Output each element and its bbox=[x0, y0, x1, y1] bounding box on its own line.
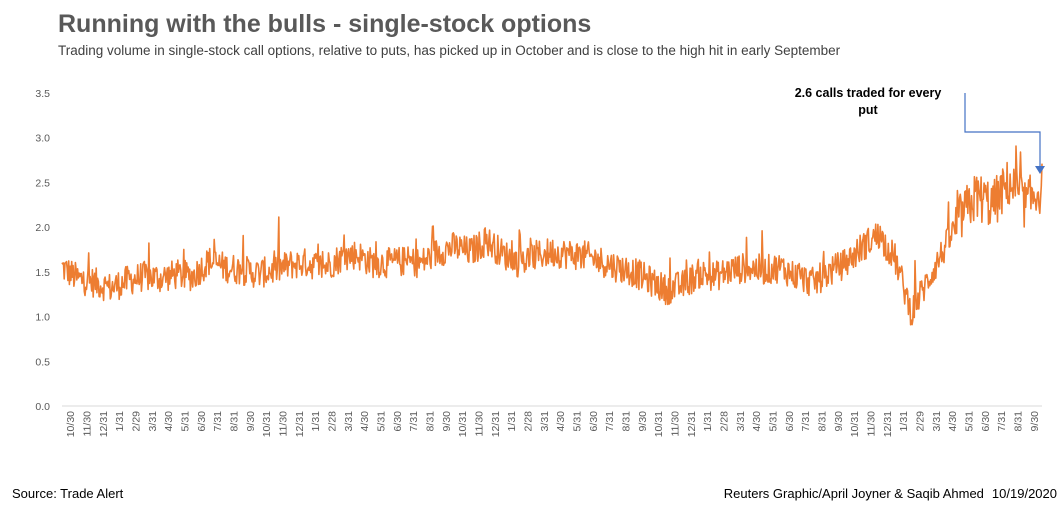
x-tick-label: 4/30 bbox=[555, 411, 567, 432]
x-tick-label: 2/29 bbox=[131, 411, 143, 432]
x-tick-label: 11/30 bbox=[474, 411, 486, 437]
annotation-text-line2: put bbox=[858, 103, 878, 117]
y-axis: 0.0 0.5 1.0 1.5 2.0 2.5 3.0 3.5 bbox=[35, 88, 50, 413]
x-tick-label: 4/30 bbox=[947, 411, 959, 432]
x-tick-label: 3/31 bbox=[343, 411, 355, 432]
x-tick-label: 7/31 bbox=[996, 411, 1008, 432]
x-tick-label: 8/31 bbox=[621, 411, 633, 432]
annotation-text-line1: 2.6 calls traded for every bbox=[795, 86, 942, 100]
x-tick-label: 10/31 bbox=[849, 411, 861, 437]
x-tick-label: 1/31 bbox=[310, 411, 322, 432]
x-tick-label: 3/31 bbox=[735, 411, 747, 432]
chart-subtitle: Trading volume in single-stock call opti… bbox=[58, 43, 841, 58]
x-tick-label: 9/30 bbox=[1029, 411, 1041, 432]
x-tick-label: 8/31 bbox=[817, 411, 829, 432]
x-tick-label: 6/30 bbox=[196, 411, 208, 432]
y-tick-label: 0.5 bbox=[35, 356, 50, 368]
source-note: Source: Trade Alert bbox=[12, 486, 124, 501]
x-tick-label: 7/31 bbox=[408, 411, 420, 432]
x-tick-label: 12/31 bbox=[686, 411, 698, 437]
x-tick-label: 5/31 bbox=[376, 411, 388, 432]
y-tick-label: 3.0 bbox=[35, 133, 50, 145]
x-tick-label: 11/30 bbox=[670, 411, 682, 437]
x-tick-label: 9/30 bbox=[833, 411, 845, 432]
x-tick-label: 6/30 bbox=[588, 411, 600, 432]
y-tick-label: 2.5 bbox=[35, 177, 50, 189]
x-tick-label: 12/31 bbox=[490, 411, 502, 437]
annotation-arrow bbox=[964, 93, 1041, 166]
x-axis: 10/30 11/30 12/31 1/31 2/29 3/31 4/30 5/31 6/30 7… bbox=[65, 411, 1041, 437]
x-tick-label: 1/31 bbox=[114, 411, 126, 432]
x-tick-label: 11/30 bbox=[82, 411, 94, 437]
credit-date: 10/19/2020 bbox=[991, 486, 1057, 501]
x-tick-label: 3/31 bbox=[931, 411, 943, 432]
series-line bbox=[61, 145, 1043, 326]
x-tick-label: 12/31 bbox=[882, 411, 894, 437]
x-tick-label: 6/30 bbox=[784, 411, 796, 432]
x-tick-label: 5/31 bbox=[180, 411, 192, 432]
x-tick-label: 7/31 bbox=[212, 411, 224, 432]
line-chart: 0.0 0.5 1.0 1.5 2.0 2.5 3.0 3.5 10/30 11/30 12/31… bbox=[35, 86, 1045, 437]
x-tick-label: 10/31 bbox=[653, 411, 665, 437]
credit-line: Reuters Graphic/April Joyner & Saqib Ahm… bbox=[716, 486, 1057, 501]
y-tick-label: 1.5 bbox=[35, 267, 50, 279]
x-tick-label: 3/31 bbox=[147, 411, 159, 432]
x-tick-label: 4/30 bbox=[751, 411, 763, 432]
x-tick-label: 12/31 bbox=[294, 411, 306, 437]
x-tick-label: 1/31 bbox=[506, 411, 518, 432]
x-tick-label: 10/31 bbox=[457, 411, 469, 437]
y-tick-label: 1.0 bbox=[35, 312, 50, 324]
x-tick-label: 5/31 bbox=[768, 411, 780, 432]
y-tick-label: 2.0 bbox=[35, 222, 50, 234]
x-tick-label: 6/30 bbox=[392, 411, 404, 432]
x-tick-label: 1/31 bbox=[898, 411, 910, 432]
x-tick-label: 9/30 bbox=[245, 411, 257, 432]
x-tick-label: 7/31 bbox=[604, 411, 616, 432]
y-tick-label: 0.0 bbox=[35, 401, 50, 413]
x-tick-label: 10/31 bbox=[261, 411, 273, 437]
x-tick-label: 4/30 bbox=[163, 411, 175, 432]
x-tick-label: 8/31 bbox=[1013, 411, 1025, 432]
x-tick-label: 2/28 bbox=[719, 411, 731, 432]
x-tick-label: 11/30 bbox=[866, 411, 878, 437]
y-tick-label: 3.5 bbox=[35, 88, 50, 100]
x-tick-label: 6/30 bbox=[980, 411, 992, 432]
x-tick-label: 9/30 bbox=[637, 411, 649, 432]
chart-title: Running with the bulls - single-stock op… bbox=[58, 10, 592, 38]
x-tick-label: 1/31 bbox=[702, 411, 714, 432]
x-tick-label: 2/28 bbox=[327, 411, 339, 432]
x-tick-label: 8/31 bbox=[425, 411, 437, 432]
x-tick-label: 8/31 bbox=[229, 411, 241, 432]
x-tick-label: 11/30 bbox=[278, 411, 290, 437]
credit-text: Reuters Graphic/April Joyner & Saqib Ahm… bbox=[723, 486, 984, 501]
x-tick-label: 2/29 bbox=[915, 411, 927, 432]
x-tick-label: 10/30 bbox=[65, 411, 77, 437]
x-tick-label: 3/31 bbox=[539, 411, 551, 432]
annotation: 2.6 calls traded for every put bbox=[795, 86, 1045, 174]
x-tick-label: 5/31 bbox=[572, 411, 584, 432]
x-tick-label: 2/28 bbox=[523, 411, 535, 432]
annotation-arrowhead bbox=[1035, 166, 1045, 174]
x-tick-label: 4/30 bbox=[359, 411, 371, 432]
x-tick-label: 7/31 bbox=[800, 411, 812, 432]
x-tick-label: 9/30 bbox=[441, 411, 453, 432]
x-tick-label: 12/31 bbox=[98, 411, 110, 437]
x-tick-label: 5/31 bbox=[964, 411, 976, 432]
